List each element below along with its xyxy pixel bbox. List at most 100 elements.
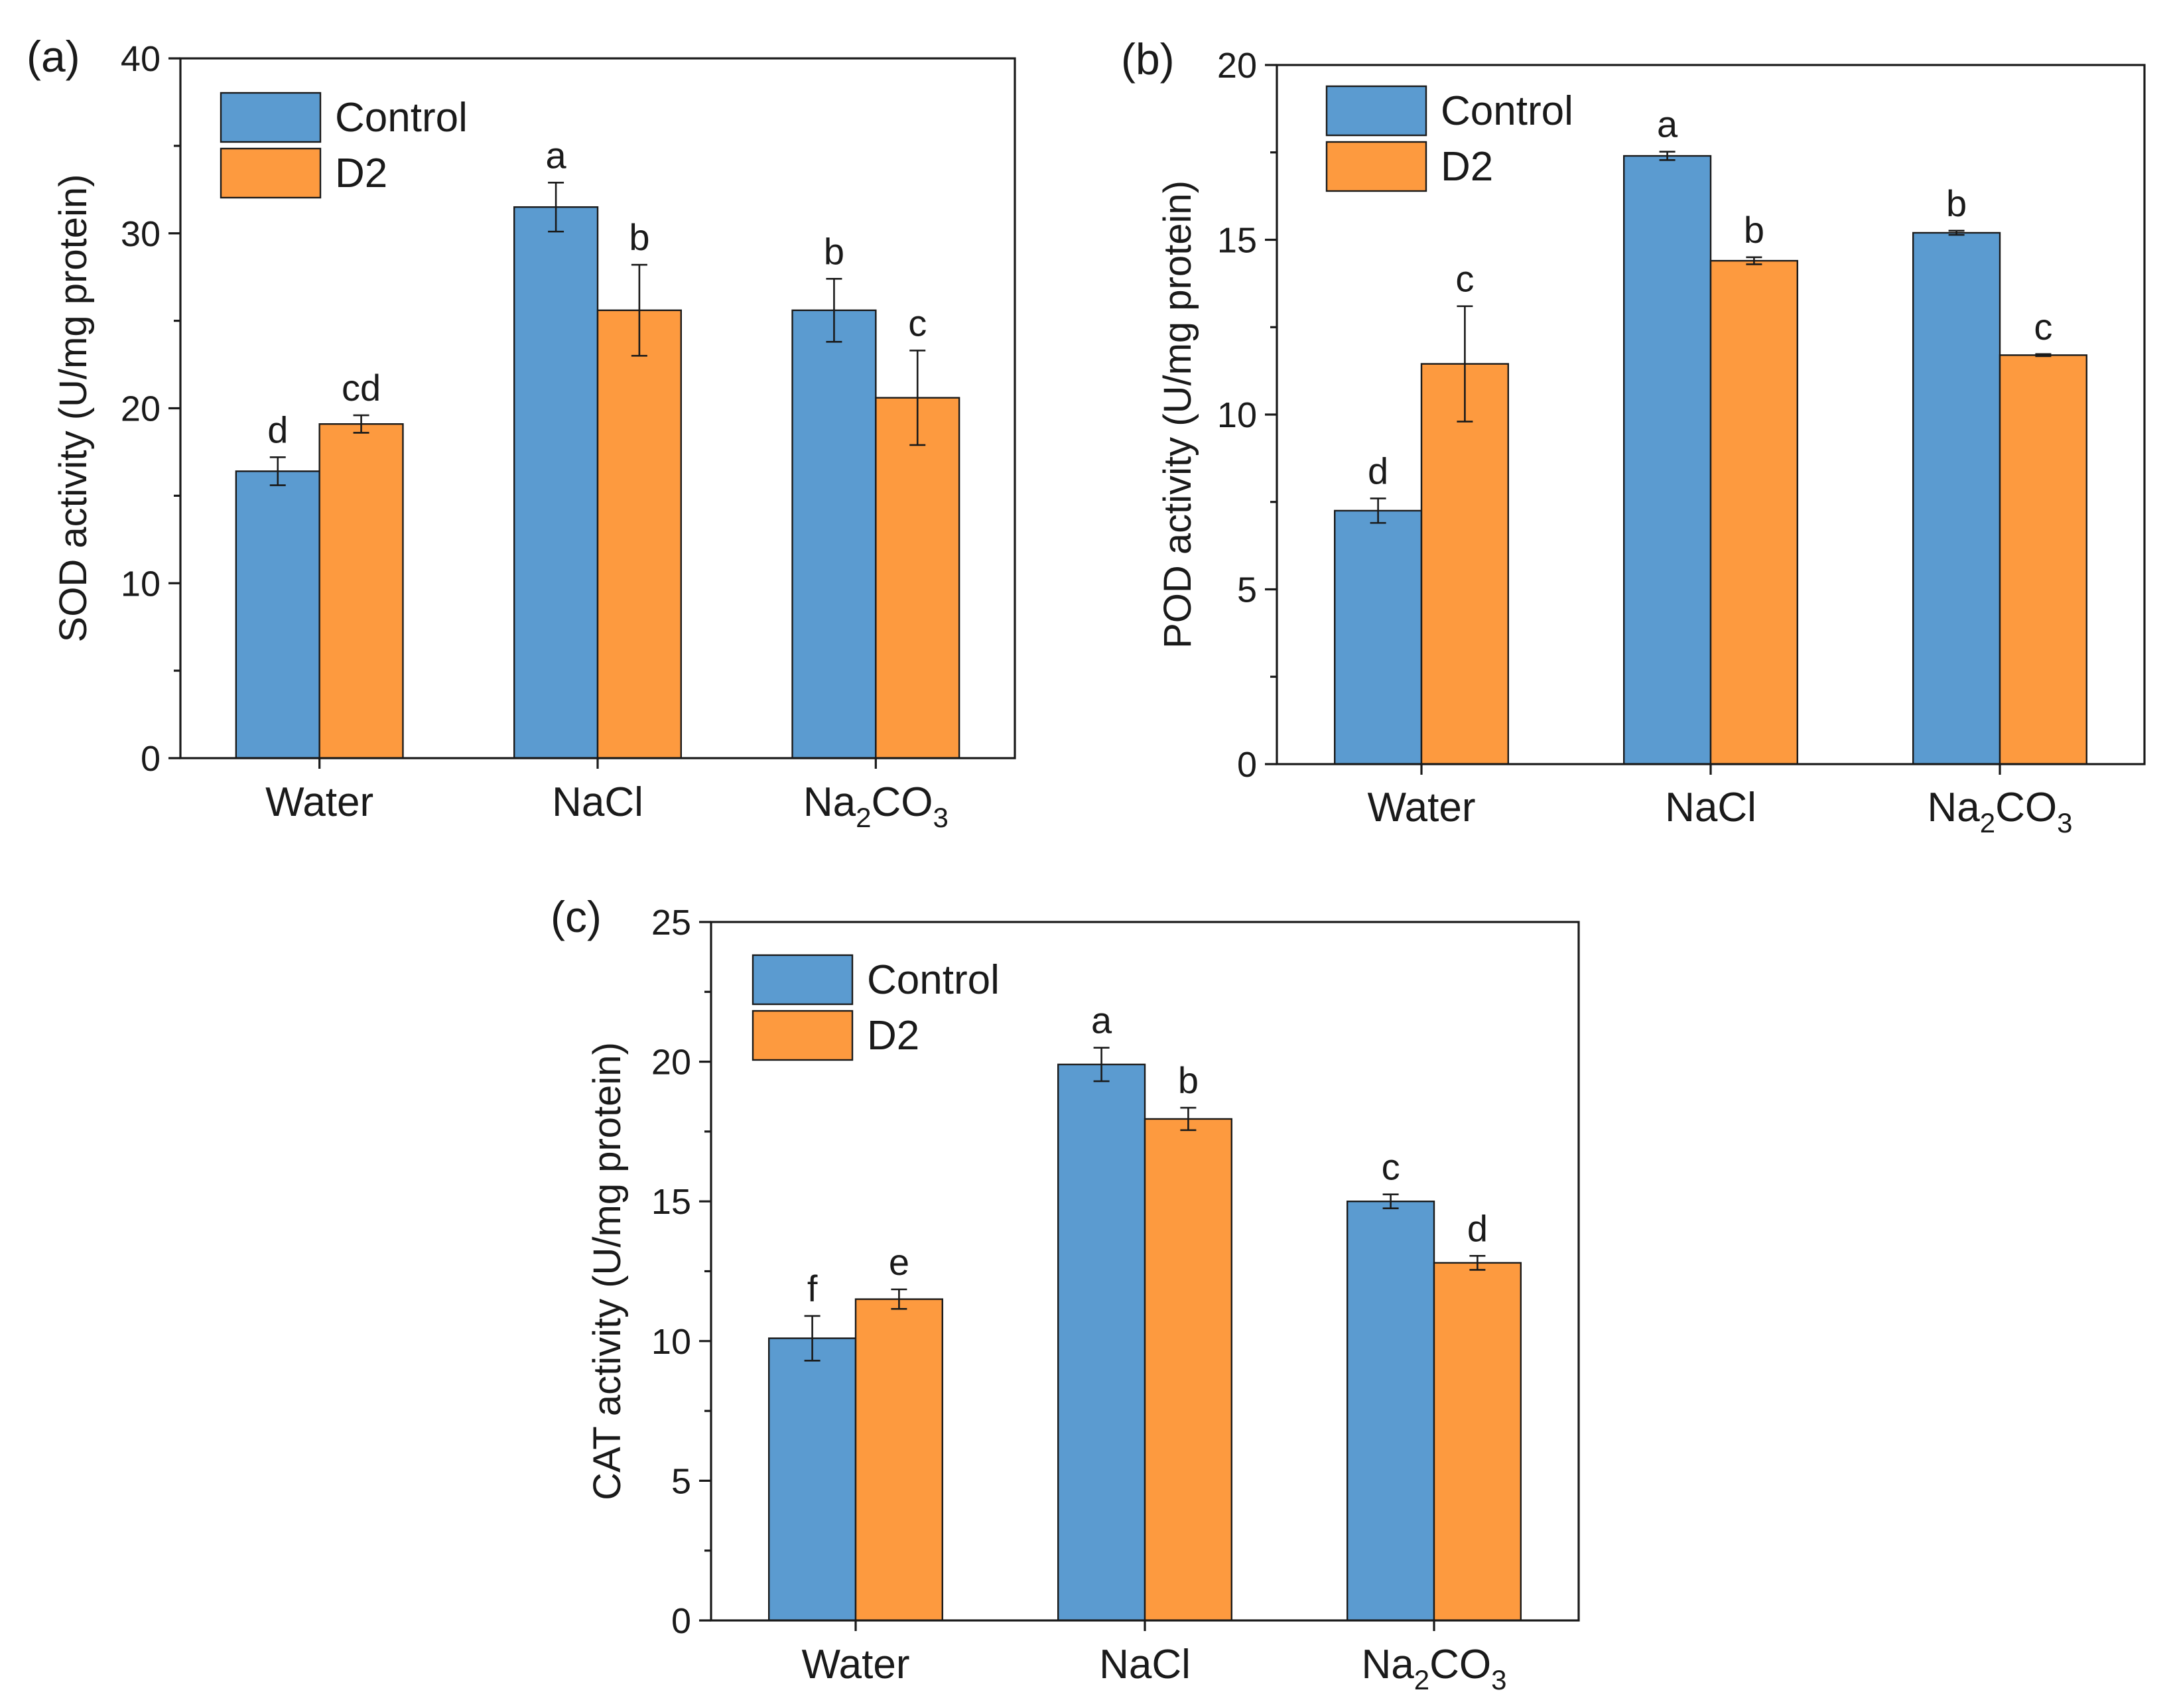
significance-letter: a [1657,103,1678,145]
error-bar [891,1288,907,1310]
x-tick-label: Na2​CO3​ [1362,1642,1507,1695]
bar-control-nacl [513,206,599,759]
error-bar [804,1315,821,1362]
bar-d2-nacl [1709,259,1799,765]
y-axis-label: POD activity (U/mg protein) [1156,180,1199,649]
y-tick-label: 0 [1237,745,1257,785]
significance-letter: b [1178,1059,1199,1101]
significance-letter: e [889,1241,909,1283]
significance-letter: c [1455,258,1474,300]
bar-control-water [1333,509,1423,765]
y-tick-label: 20 [121,389,161,429]
legend: Control D2 [1325,85,1573,192]
legend-label: D2 [335,151,387,196]
y-tick-label: 40 [121,39,161,79]
legend-label: D2 [867,1013,919,1059]
error-bar [353,414,369,434]
error-bar [1457,305,1473,423]
x-tick-label: NaCl [1099,1642,1191,1687]
y-tick-label: 15 [651,1182,691,1222]
plot-frame [710,921,1580,1622]
bar-control-na2co3 [1912,231,2001,765]
significance-letter: d [1368,450,1388,492]
bar-d2-na2co3 [1433,1262,1522,1622]
bar-d2-na2co3 [875,397,960,759]
bar-control-water [767,1337,857,1622]
error-bar [548,181,564,233]
y-tick-label: 15 [1217,221,1257,261]
legend-swatch-control [220,92,322,143]
y-tick-label: 0 [141,739,161,779]
error-bar [269,456,286,486]
legend-swatch-d2 [1325,141,1427,192]
bar-d2-water [854,1298,944,1622]
error-bar [2035,353,2052,358]
error-bar [1948,230,1965,236]
significance-letter: c [908,302,927,344]
y-tick-label: 10 [121,564,161,604]
y-axis-label: SOD activity (U/mg protein) [52,174,95,643]
x-tick-label: Water [265,779,373,825]
significance-letter: f [807,1268,818,1309]
legend-swatch-d2 [752,1010,854,1061]
error-bar [1382,1193,1399,1210]
panel-label: (a) [27,32,80,81]
bar-d2-water [1420,363,1510,765]
chart-panel-b: (b) POD activity (U/mg protein) 0 5 10 15 20 d a… [1121,34,2146,838]
significance-letter: cd [342,367,381,409]
panel-label: (c) [551,892,602,941]
legend-label: Control [335,95,468,141]
y-tick-label: 10 [1217,395,1257,435]
chart-panel-a: (a) SOD activity (U/mg protein) 0 10 20 30 40 d… [27,32,1016,833]
legend: Control D2 [220,92,468,199]
legend-swatch-control [1325,85,1427,137]
y-tick-label: 30 [121,214,161,254]
error-bar [1180,1106,1197,1132]
x-tick-label: Water [1367,785,1475,830]
x-tick-label: Water [801,1642,909,1687]
error-bar [1093,1047,1110,1083]
y-tick-label: 25 [651,903,691,943]
legend-swatch-d2 [220,147,322,199]
error-bar [909,350,926,446]
bar-d2-nacl [1144,1118,1233,1622]
significance-letter: d [1467,1207,1488,1249]
x-tick-label: Na2​CO3​ [803,779,949,833]
error-bar [1469,1255,1486,1271]
plot-frame [1276,64,2146,765]
y-tick-label: 5 [671,1461,691,1501]
bar-d2-na2co3 [1999,354,2088,765]
significance-letter: b [824,230,844,272]
error-bar [1370,497,1386,524]
bar-d2-water [318,423,404,759]
significance-letter: b [629,216,649,258]
legend-label: Control [1441,88,1573,134]
significance-letter: c [2034,306,2052,348]
error-bar [1746,256,1762,265]
x-tick-label: Na2​CO3​ [1928,785,2073,838]
error-bar [631,263,647,357]
significance-letter: d [267,409,288,450]
error-bar [1659,151,1676,161]
bar-control-na2co3 [1346,1200,1435,1622]
bar-control-water [235,470,320,759]
plot-frame [179,57,1016,759]
legend-label: Control [867,957,1000,1003]
panel-label: (b) [1121,34,1175,84]
legend: Control D2 [752,954,1000,1061]
bar-control-na2co3 [791,309,877,759]
significance-letter: a [546,134,567,176]
chart-panel-c: (c) CAT activity (U/mg protein) 0 5 10 15 20 25… [551,892,1580,1695]
y-tick-label: 5 [1237,570,1257,610]
error-bar [826,278,842,343]
y-tick-label: 0 [671,1601,691,1641]
x-tick-label: NaCl [1665,785,1756,830]
y-tick-label: 20 [651,1043,691,1083]
significance-letter: a [1091,1000,1112,1041]
y-axis-label: CAT activity (U/mg protein) [586,1042,629,1500]
legend-swatch-control [752,954,854,1006]
y-tick-label: 10 [651,1322,691,1362]
significance-letter: b [1946,182,1967,224]
y-tick-label: 20 [1217,46,1257,86]
